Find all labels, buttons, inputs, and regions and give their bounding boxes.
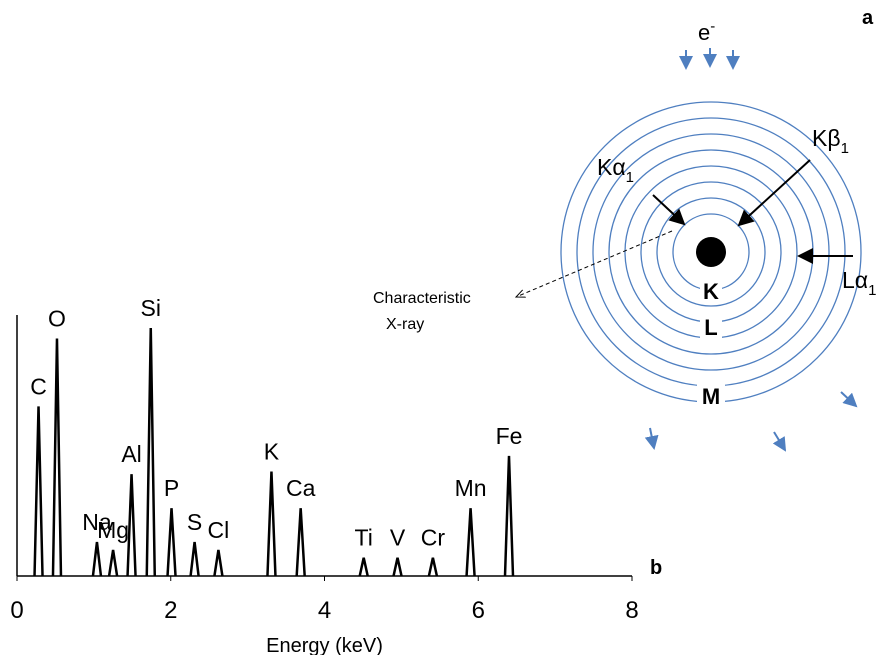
emission-arrow [644,427,659,450]
shell-ring [592,133,830,371]
peak [427,557,439,577]
transition-subscript: 1 [626,169,634,186]
shell-label: K [703,279,719,304]
emission-arrow [840,391,858,408]
panel-label: b [650,557,662,579]
peak [33,406,44,577]
peak-label: K [264,439,280,465]
peak-label: Cr [421,525,446,551]
peak [358,557,369,577]
electron-label: e- [698,18,715,45]
x-axis-label: Energy (keV) [266,635,383,655]
peak-label: Ti [355,525,373,551]
peak [51,338,63,577]
peak-label: V [390,525,406,551]
peak [166,508,177,577]
emission-arrow [772,431,787,452]
peak-label: Fe [496,423,523,449]
annotation: X-ray [386,316,424,333]
x-tick-label: 0 [10,597,23,624]
transition-arrow [652,194,686,226]
transition-symbol: Kβ [812,125,841,151]
peak [107,549,119,577]
label-bg [697,382,725,408]
label-bg [700,313,722,339]
atom-diagram: K L M e- a Kα1 Kβ1 Lα1 Characteristic X-… [373,7,876,452]
peak-label: Cl [208,517,230,543]
peak [145,328,157,577]
peak-label: Ca [286,475,316,501]
peak [91,541,103,577]
transition-label: Lα1 [842,267,876,299]
peak-label: Mg [97,517,129,543]
transition-subscript: 1 [868,282,876,299]
peak [392,557,403,577]
transition-symbol: Lα [842,267,868,293]
peak [213,549,224,577]
peak [266,471,277,577]
peak-label: Mn [455,475,487,501]
annotation: Characteristic [373,290,471,307]
peak [503,455,515,577]
peak [465,508,476,577]
label-bg [700,277,722,303]
x-tick-label: 6 [472,597,485,624]
xray-arrow [516,230,673,297]
shell-label: L [704,315,717,340]
peak-label: Si [141,295,161,321]
peak-label: C [30,373,47,399]
shell-ring [656,197,766,307]
transition-label: Kα1 [597,154,634,186]
peak-label: P [164,475,179,501]
x-tick-label: 4 [318,597,331,624]
peak [126,474,137,577]
transition-subscript: 1 [841,140,849,157]
panel-label: a [862,7,874,29]
peak-label: Al [121,441,141,467]
transition-symbol: Kα [597,154,626,180]
peak [295,508,306,577]
peak-label: S [187,509,202,535]
nucleus [696,237,726,267]
electron-charge: - [710,18,715,35]
peak-label: O [48,305,66,331]
transition-label: Kβ1 [812,125,849,157]
x-tick-label: 8 [625,597,638,624]
peak [189,541,200,577]
shell-ring [608,149,814,355]
shell-label: M [702,384,720,409]
transition-arrow [737,159,811,227]
electron-symbol: e [698,20,710,45]
x-tick-label: 2 [164,597,177,624]
peak-label: Na [82,509,112,535]
